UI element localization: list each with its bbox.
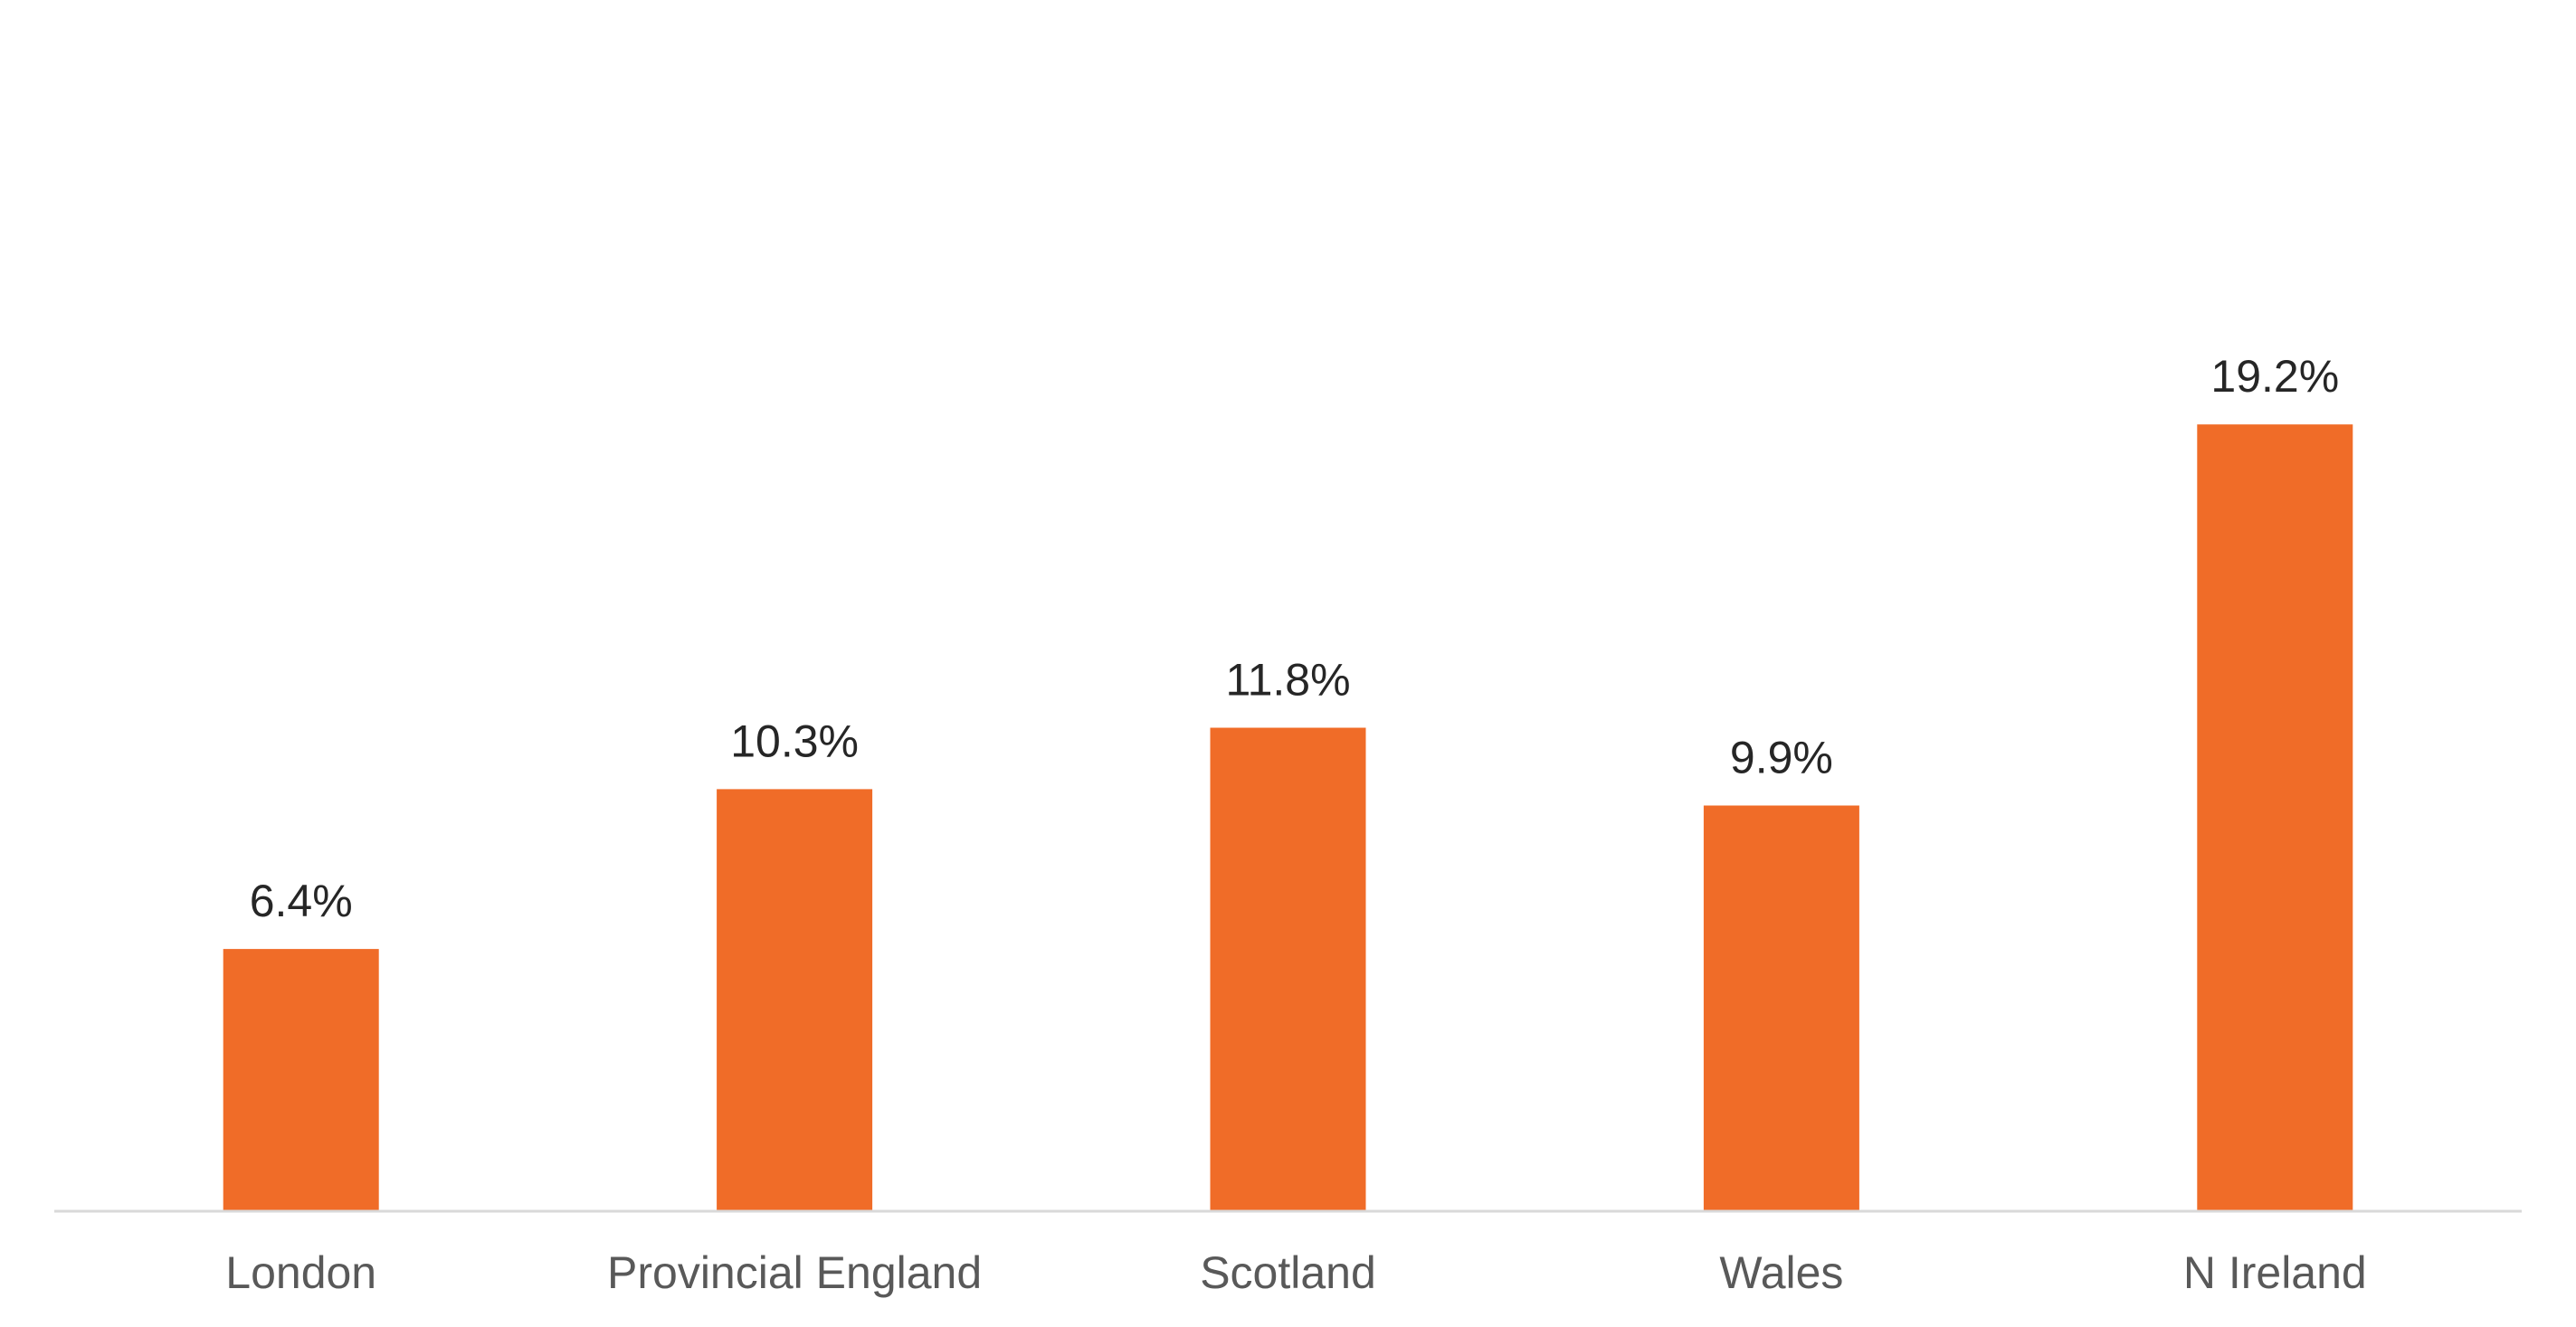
x-tick-label-wales: Wales	[1719, 1247, 1843, 1298]
x-tick-label-scotland: Scotland	[1200, 1247, 1376, 1298]
data-labels-group: 6.4% 10.3% 11.8% 9.9% 19.2%	[250, 351, 2339, 926]
x-tick-labels-group: London Provincial England Scotland Wales N I…	[225, 1247, 2366, 1298]
data-label-scotland: 11.8%	[1225, 655, 1350, 706]
data-label-n-ireland: 19.2%	[2210, 351, 2339, 402]
bar-london	[223, 949, 379, 1211]
data-label-provincial-england: 10.3%	[730, 716, 859, 766]
x-tick-label-provincial-england: Provincial England	[607, 1247, 982, 1298]
bar-provincial-england	[717, 789, 873, 1211]
x-tick-label-n-ireland: N Ireland	[2183, 1247, 2367, 1298]
bars-group	[223, 424, 2353, 1211]
data-label-london: 6.4%	[250, 876, 353, 926]
x-tick-label-london: London	[225, 1247, 376, 1298]
bar-n-ireland	[2197, 424, 2353, 1211]
bar-wales	[1703, 805, 1859, 1211]
data-label-wales: 9.9%	[1730, 733, 1833, 783]
bar-scotland	[1210, 727, 1366, 1211]
